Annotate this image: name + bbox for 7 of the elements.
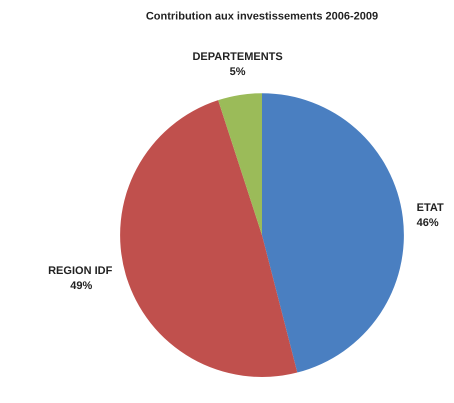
slice-label: ETAT [416,202,444,214]
chart-title: Contribution aux investissements 2006-2009 [146,10,378,23]
data-label: 5% [230,66,246,78]
slice-label: REGION IDF [48,265,113,278]
slice-label: DEPARTEMENTS [192,51,283,64]
data-label: 46% [416,217,439,230]
data-label: 49% [70,280,92,292]
